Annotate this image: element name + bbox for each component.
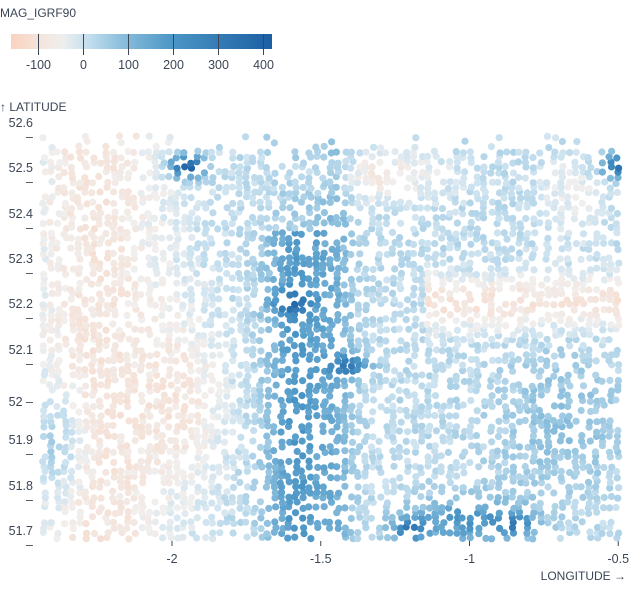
y-tick-label: 51.9 – (8, 433, 33, 462)
y-tick-label: 51.8 – (8, 478, 33, 507)
x-tick-label: -1 (463, 552, 476, 566)
y-tick-label: 52.3 – (8, 251, 33, 280)
y-tick-label: 52 – (8, 394, 33, 409)
x-tick-label: -1.5 (309, 552, 332, 566)
legend-tick-mark (173, 34, 174, 55)
legend-tick-mark (83, 34, 84, 55)
legend-tick-label: 100 (118, 58, 139, 72)
x-axis-title: LONGITUDE → (540, 569, 626, 583)
legend-tick-label: 200 (163, 58, 184, 72)
x-tick-label: -2 (166, 552, 178, 566)
color-legend-bar (11, 34, 272, 49)
y-tick-label: 51.7 – (8, 523, 33, 552)
data-points (39, 132, 623, 543)
color-legend-title: MAG_IGRF90 (0, 6, 77, 20)
y-tick-label: 52.6 – (8, 116, 33, 144)
y-tick-label: 52.2 – (8, 297, 33, 326)
legend-tick-label: -100 (25, 58, 52, 72)
legend-tick-mark (263, 34, 264, 55)
legend-tick-mark (38, 34, 39, 55)
y-tick-label: 52.4 – (8, 206, 33, 235)
legend-tick-label: 400 (253, 58, 274, 72)
legend-tick-label: 0 (80, 58, 87, 72)
y-axis-title: ↑ LATITUDE (0, 100, 67, 114)
y-tick-label: 52.1 – (8, 342, 33, 371)
x-tick-label: -0.5 (607, 552, 630, 566)
y-tick-label: 52.5 – (8, 161, 33, 190)
legend-tick-label: 300 (208, 58, 229, 72)
legend-tick-mark (218, 34, 219, 55)
legend-tick-mark (128, 34, 129, 55)
